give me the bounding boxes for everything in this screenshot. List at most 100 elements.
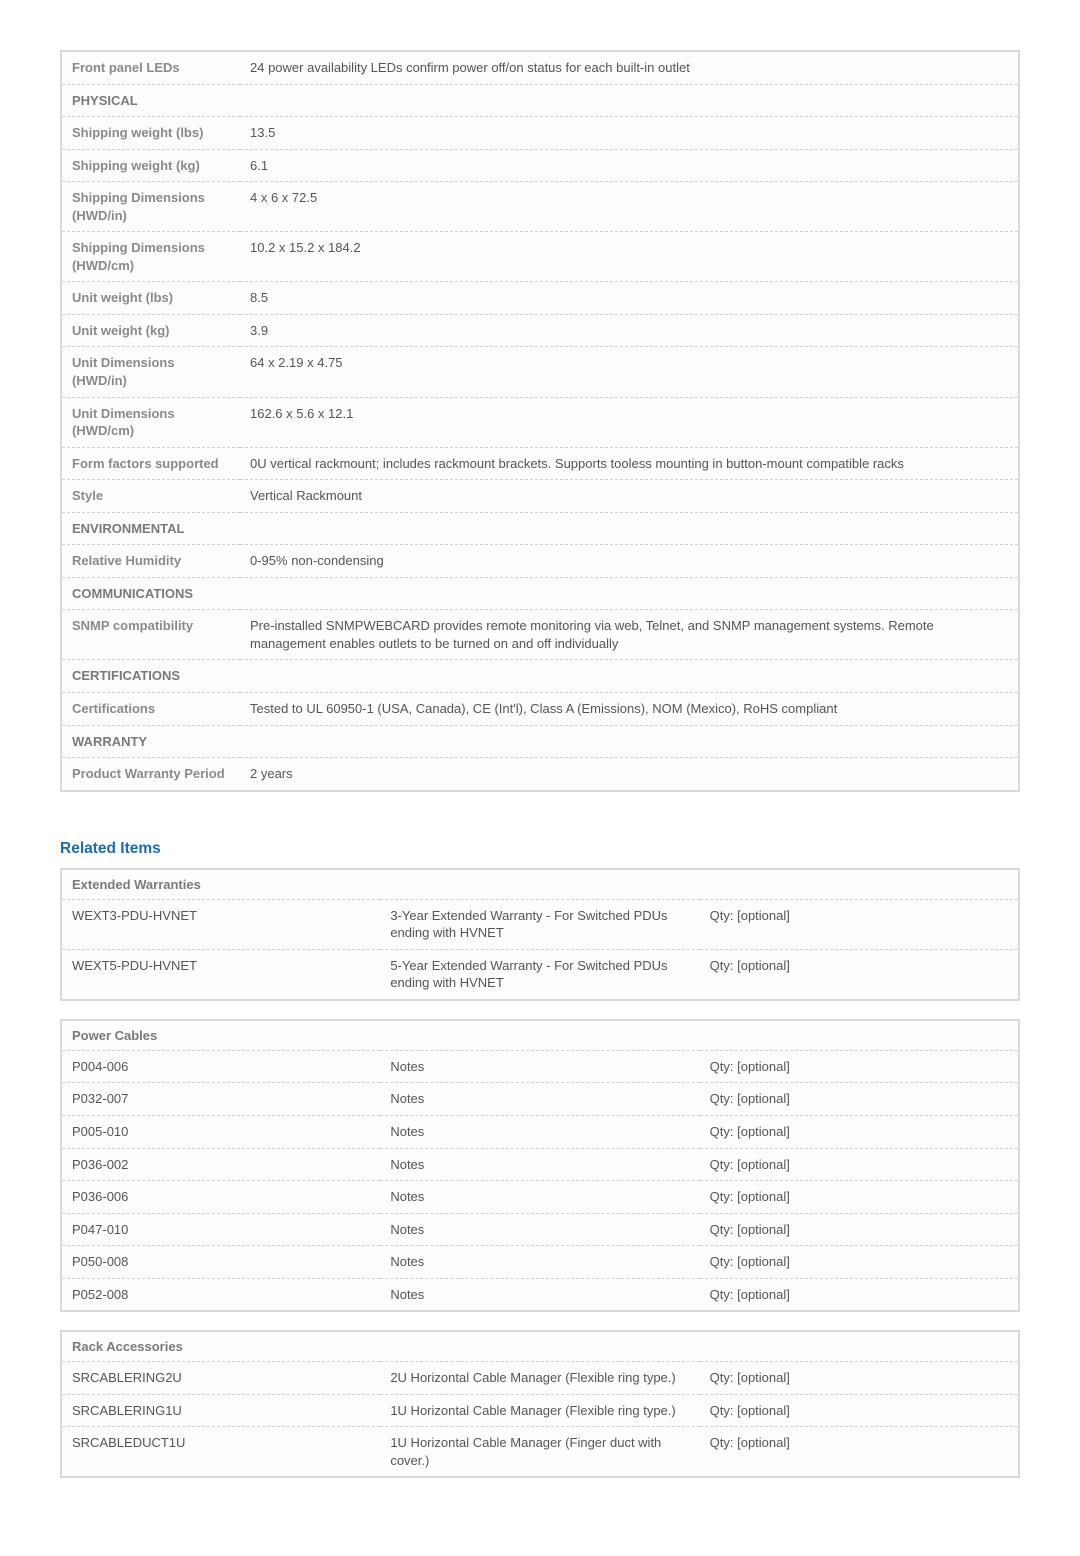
related-row: SRCABLERING2U2U Horizontal Cable Manager… bbox=[61, 1362, 1019, 1395]
spec-row: CertificationsTested to UL 60950-1 (USA,… bbox=[61, 693, 1019, 726]
spec-label: Relative Humidity bbox=[61, 545, 240, 578]
spec-value: 24 power availability LEDs confirm power… bbox=[240, 51, 1019, 84]
spec-row: Shipping weight (kg)6.1 bbox=[61, 149, 1019, 182]
spec-value: 0U vertical rackmount; includes rackmoun… bbox=[240, 447, 1019, 480]
spec-value: 10.2 x 15.2 x 184.2 bbox=[240, 232, 1019, 282]
spec-row: Form factors supported0U vertical rackmo… bbox=[61, 447, 1019, 480]
spec-table: Front panel LEDs24 power availability LE… bbox=[60, 50, 1020, 792]
related-row: P036-006NotesQty: [optional] bbox=[61, 1181, 1019, 1214]
related-table-header: Rack Accessories bbox=[61, 1331, 1019, 1362]
spec-label: Shipping Dimensions (HWD/cm) bbox=[61, 232, 240, 282]
spec-row: Front panel LEDs24 power availability LE… bbox=[61, 51, 1019, 84]
spec-section-header: ENVIRONMENTAL bbox=[61, 512, 1019, 545]
related-row: WEXT5-PDU-HVNET5-Year Extended Warranty … bbox=[61, 949, 1019, 1000]
related-row: P005-010NotesQty: [optional] bbox=[61, 1115, 1019, 1148]
related-row: P004-006NotesQty: [optional] bbox=[61, 1050, 1019, 1083]
related-row: P047-010NotesQty: [optional] bbox=[61, 1213, 1019, 1246]
related-row: P050-008NotesQty: [optional] bbox=[61, 1246, 1019, 1279]
spec-row: Shipping weight (lbs)13.5 bbox=[61, 117, 1019, 150]
related-sku: P036-002 bbox=[61, 1148, 380, 1181]
section-header-label: PHYSICAL bbox=[61, 84, 1019, 117]
related-row: P032-007NotesQty: [optional] bbox=[61, 1083, 1019, 1116]
spec-row: Relative Humidity0-95% non-condensing bbox=[61, 545, 1019, 578]
spec-label: Unit weight (kg) bbox=[61, 314, 240, 347]
spec-section-header: PHYSICAL bbox=[61, 84, 1019, 117]
spec-label: Certifications bbox=[61, 693, 240, 726]
spec-value: Tested to UL 60950-1 (USA, Canada), CE (… bbox=[240, 693, 1019, 726]
related-table-header-row: Rack Accessories bbox=[61, 1331, 1019, 1362]
spec-value: 3.9 bbox=[240, 314, 1019, 347]
related-sku: P036-006 bbox=[61, 1181, 380, 1214]
related-qty: Qty: [optional] bbox=[700, 949, 1019, 1000]
related-qty: Qty: [optional] bbox=[700, 1148, 1019, 1181]
related-sku: SRCABLERING2U bbox=[61, 1362, 380, 1395]
spec-label: Unit weight (lbs) bbox=[61, 282, 240, 315]
section-header-label: CERTIFICATIONS bbox=[61, 660, 1019, 693]
related-row: SRCABLEDUCT1U1U Horizontal Cable Manager… bbox=[61, 1427, 1019, 1478]
spec-label: Front panel LEDs bbox=[61, 51, 240, 84]
related-description: Notes bbox=[380, 1213, 699, 1246]
spec-value: 8.5 bbox=[240, 282, 1019, 315]
spec-value: 13.5 bbox=[240, 117, 1019, 150]
spec-row: Product Warranty Period2 years bbox=[61, 758, 1019, 791]
related-table: Rack AccessoriesSRCABLERING2U2U Horizont… bbox=[60, 1330, 1020, 1478]
related-table: Extended WarrantiesWEXT3-PDU-HVNET3-Year… bbox=[60, 868, 1020, 1001]
related-row: SRCABLERING1U1U Horizontal Cable Manager… bbox=[61, 1394, 1019, 1427]
related-description: 1U Horizontal Cable Manager (Finger duct… bbox=[380, 1427, 699, 1478]
spec-row: SNMP compatibilityPre-installed SNMPWEBC… bbox=[61, 610, 1019, 660]
section-header-label: ENVIRONMENTAL bbox=[61, 512, 1019, 545]
spec-section-header: COMMUNICATIONS bbox=[61, 577, 1019, 610]
related-qty: Qty: [optional] bbox=[700, 1362, 1019, 1395]
related-qty: Qty: [optional] bbox=[700, 1050, 1019, 1083]
related-qty: Qty: [optional] bbox=[700, 1278, 1019, 1311]
spec-row: Unit weight (kg)3.9 bbox=[61, 314, 1019, 347]
related-qty: Qty: [optional] bbox=[700, 1427, 1019, 1478]
spec-label: Unit Dimensions (HWD/in) bbox=[61, 347, 240, 397]
related-qty: Qty: [optional] bbox=[700, 1083, 1019, 1116]
spec-row: StyleVertical Rackmount bbox=[61, 480, 1019, 513]
related-sku: P050-008 bbox=[61, 1246, 380, 1279]
spec-section-header: CERTIFICATIONS bbox=[61, 660, 1019, 693]
related-sku: WEXT5-PDU-HVNET bbox=[61, 949, 380, 1000]
related-description: 2U Horizontal Cable Manager (Flexible ri… bbox=[380, 1362, 699, 1395]
spec-value: Vertical Rackmount bbox=[240, 480, 1019, 513]
spec-value: 162.6 x 5.6 x 12.1 bbox=[240, 397, 1019, 447]
spec-value: 6.1 bbox=[240, 149, 1019, 182]
related-row: P036-002NotesQty: [optional] bbox=[61, 1148, 1019, 1181]
related-description: 1U Horizontal Cable Manager (Flexible ri… bbox=[380, 1394, 699, 1427]
spec-label: Form factors supported bbox=[61, 447, 240, 480]
spec-label: Shipping weight (kg) bbox=[61, 149, 240, 182]
related-row: WEXT3-PDU-HVNET3-Year Extended Warranty … bbox=[61, 899, 1019, 949]
spec-row: Unit Dimensions (HWD/in)64 x 2.19 x 4.75 bbox=[61, 347, 1019, 397]
related-table-header: Extended Warranties bbox=[61, 869, 1019, 900]
related-table-header-row: Extended Warranties bbox=[61, 869, 1019, 900]
spec-section-header: WARRANTY bbox=[61, 725, 1019, 758]
related-sku: P052-008 bbox=[61, 1278, 380, 1311]
related-sku: WEXT3-PDU-HVNET bbox=[61, 899, 380, 949]
spec-value: 2 years bbox=[240, 758, 1019, 791]
spec-value: Pre-installed SNMPWEBCARD provides remot… bbox=[240, 610, 1019, 660]
related-description: 3-Year Extended Warranty - For Switched … bbox=[380, 899, 699, 949]
related-qty: Qty: [optional] bbox=[700, 1115, 1019, 1148]
related-description: Notes bbox=[380, 1148, 699, 1181]
related-sku: P004-006 bbox=[61, 1050, 380, 1083]
spec-label: Shipping Dimensions (HWD/in) bbox=[61, 182, 240, 232]
spec-value: 64 x 2.19 x 4.75 bbox=[240, 347, 1019, 397]
related-description: Notes bbox=[380, 1181, 699, 1214]
related-sku: P032-007 bbox=[61, 1083, 380, 1116]
spec-row: Shipping Dimensions (HWD/in)4 x 6 x 72.5 bbox=[61, 182, 1019, 232]
related-items-title: Related Items bbox=[60, 840, 1020, 858]
related-description: Notes bbox=[380, 1050, 699, 1083]
related-table-header-row: Power Cables bbox=[61, 1020, 1019, 1051]
related-description: Notes bbox=[380, 1115, 699, 1148]
related-sku: P047-010 bbox=[61, 1213, 380, 1246]
spec-row: Shipping Dimensions (HWD/cm)10.2 x 15.2 … bbox=[61, 232, 1019, 282]
related-description: Notes bbox=[380, 1083, 699, 1116]
spec-label: Product Warranty Period bbox=[61, 758, 240, 791]
spec-row: Unit Dimensions (HWD/cm)162.6 x 5.6 x 12… bbox=[61, 397, 1019, 447]
related-table-header: Power Cables bbox=[61, 1020, 1019, 1051]
related-description: 5-Year Extended Warranty - For Switched … bbox=[380, 949, 699, 1000]
related-sku: SRCABLERING1U bbox=[61, 1394, 380, 1427]
related-qty: Qty: [optional] bbox=[700, 1181, 1019, 1214]
related-sku: SRCABLEDUCT1U bbox=[61, 1427, 380, 1478]
